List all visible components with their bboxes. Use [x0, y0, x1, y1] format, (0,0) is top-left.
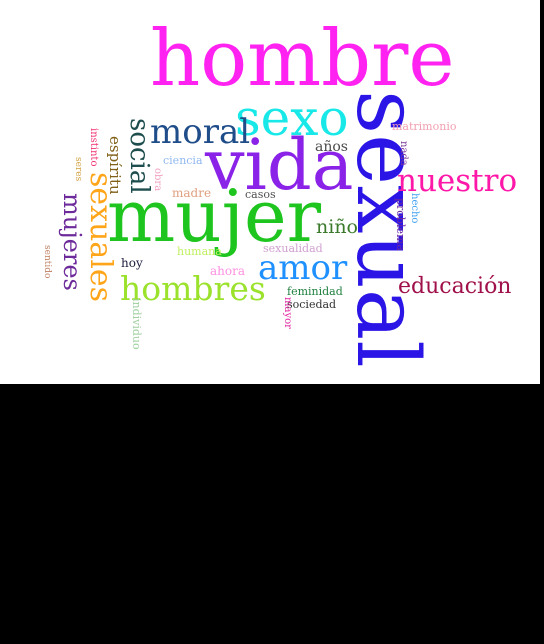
word-hoy: hoy — [121, 256, 143, 270]
word-humana: humana — [177, 245, 222, 258]
word-matrimonio: matrimonio — [392, 120, 457, 133]
word-educacion: educación — [398, 274, 512, 299]
word-problema: problema — [394, 198, 407, 251]
word-espiritu: espíritu — [106, 136, 124, 195]
word-instinto: instinto — [88, 128, 99, 167]
word-mujer: mujer — [107, 174, 321, 258]
word-sociedad: sociedad — [287, 298, 337, 311]
word-mujeres: mujeres — [58, 193, 86, 291]
word-moral: moral — [150, 112, 251, 152]
word-sentido: sentido — [42, 245, 52, 279]
word-casos: casos — [245, 188, 276, 201]
word-nada: nada — [398, 141, 409, 166]
word-amor: amor — [258, 248, 348, 288]
word-hombres: hombres — [120, 269, 266, 308]
word-nino: niño — [316, 216, 358, 238]
word-nuestro: nuestro — [397, 163, 518, 199]
word-sexualidad: sexualidad — [263, 242, 323, 255]
word-vida: vida — [205, 124, 354, 206]
word-hombre: hombre — [150, 14, 455, 104]
word-mayor: mayor — [282, 297, 293, 329]
word-madre: madre — [172, 186, 212, 200]
word-cloud: hombre sexual vida mujer sexo moral nues… — [0, 0, 540, 384]
word-social: social — [124, 118, 154, 194]
word-ciencia: ciencia — [163, 154, 203, 167]
word-feminidad: feminidad — [287, 285, 343, 298]
word-ahora: ahora — [210, 264, 245, 278]
word-obra: obra — [152, 168, 163, 192]
word-seres: seres — [73, 157, 83, 182]
word-anos: años — [315, 139, 348, 155]
word-sexo: sexo — [235, 89, 349, 147]
word-hecho: hecho — [409, 193, 420, 224]
word-individuo: individuo — [130, 298, 143, 350]
